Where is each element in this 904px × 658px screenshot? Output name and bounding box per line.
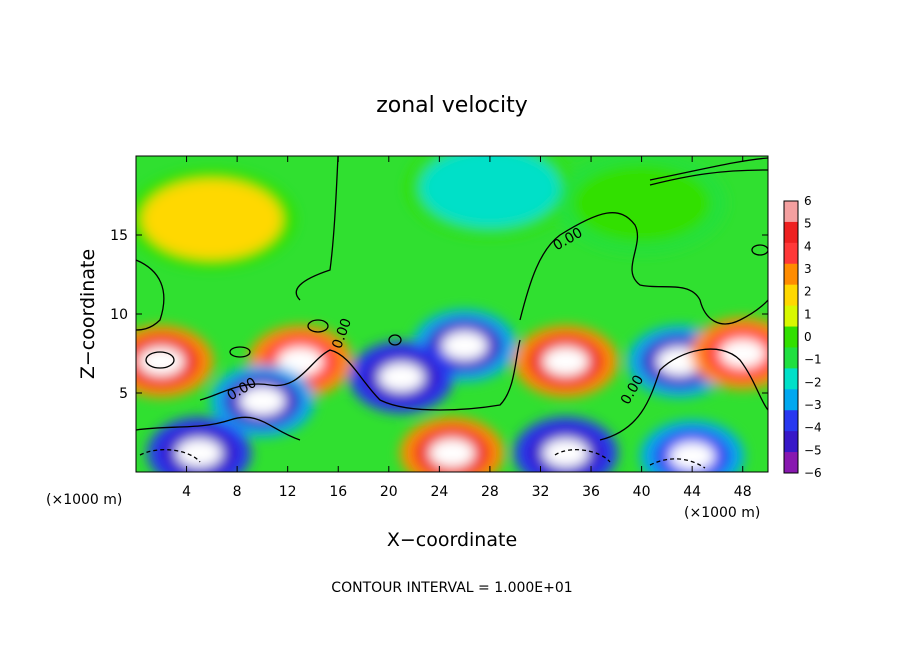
y-axis-ticks: 5 10 15 xyxy=(110,228,768,402)
y-tick-label-1: 10 xyxy=(110,307,128,323)
colorbar-tick-label-7: −1 xyxy=(804,353,822,367)
colorbar-swatch-1 xyxy=(784,221,798,244)
feature-saturated-10 xyxy=(719,339,766,368)
x-tick-label-2: 12 xyxy=(279,484,297,500)
colorbar-swatch-6 xyxy=(784,326,798,348)
x-tick-label-1: 8 xyxy=(233,484,242,500)
contour-dashed-3 xyxy=(649,458,706,469)
x-tick-label-3: 16 xyxy=(329,484,347,500)
x-tick-label-6: 28 xyxy=(481,484,499,500)
contour-zero-topright xyxy=(649,157,768,186)
feature-saturated-12 xyxy=(176,438,222,468)
x-unit-right: (×1000 m) xyxy=(684,505,760,521)
feature-saturated-14 xyxy=(669,441,715,471)
contour-zero-upper xyxy=(295,156,339,301)
colorbar-tick-label-1: 5 xyxy=(804,217,812,231)
contour-small-3 xyxy=(388,334,402,346)
y-tick-label-2: 15 xyxy=(110,228,128,244)
x-tick-label-8: 36 xyxy=(582,484,600,500)
contour-small-4 xyxy=(145,351,175,369)
x-axis-title: X−coordinate xyxy=(387,529,517,551)
colorbar-tick-label-6: 0 xyxy=(804,330,812,344)
feature-core-1 xyxy=(419,156,560,228)
contour-zero-mid xyxy=(199,339,521,411)
contour-zero-lowright xyxy=(599,348,768,441)
colorbar-tick-label-2: 4 xyxy=(804,239,812,253)
colorbar-swatch-5 xyxy=(784,305,798,328)
contour-interval-note: CONTOUR INTERVAL = 1.000E+01 xyxy=(331,580,572,596)
feature-saturated-7 xyxy=(277,347,324,376)
colorbar-swatch-10 xyxy=(784,410,798,432)
feature-core-0 xyxy=(141,179,282,260)
contour-zero-right xyxy=(519,212,768,325)
colorbar-tick-label-8: −2 xyxy=(804,375,822,389)
chart-title: zonal velocity xyxy=(376,93,528,118)
x-tick-label-11: 48 xyxy=(734,484,752,500)
x-tick-label-5: 24 xyxy=(430,484,448,500)
x-unit-left: (×1000 m) xyxy=(46,492,122,508)
colorbar-tick-label-5: 1 xyxy=(804,307,812,321)
y-axis-title: Z−coordinate xyxy=(77,249,99,379)
contour-small-5 xyxy=(751,244,768,256)
feature-saturated-4 xyxy=(378,362,425,392)
colorbar-swatch-8 xyxy=(784,368,798,390)
colorbar-swatch-4 xyxy=(784,284,798,307)
colorbar: 6 5 4 3 2 1 0 −1 −2 −3 −4 −5 −6 xyxy=(783,194,822,480)
colorbar-frame xyxy=(783,200,799,474)
contour-small-1 xyxy=(307,319,329,333)
contour-zero-left xyxy=(136,259,165,331)
x-tick-label-10: 44 xyxy=(683,484,701,500)
x-tick-label-0: 4 xyxy=(182,484,191,500)
contour-lines xyxy=(136,156,768,469)
feature-saturated-13 xyxy=(542,438,589,468)
x-tick-label-9: 40 xyxy=(633,484,651,500)
colorbar-tick-label-9: −3 xyxy=(804,398,822,412)
contour-dashed-1 xyxy=(139,449,201,463)
colorbar-tick-label-10: −4 xyxy=(804,421,822,435)
colorbar-swatch-7 xyxy=(784,347,798,369)
x-axis-ticks: 4 8 12 16 20 24 28 32 36 40 44 48 xyxy=(182,156,752,500)
colorbar-swatch-11 xyxy=(784,431,798,453)
contour-dashed-2 xyxy=(554,449,611,463)
feature-saturated-8 xyxy=(239,386,286,416)
colorbar-tick-label-12: −6 xyxy=(804,466,822,480)
feature-saturated-3 xyxy=(441,331,488,360)
feature-saturated-5 xyxy=(542,347,589,376)
x-tick-label-4: 20 xyxy=(380,484,398,500)
colorbar-swatch-0 xyxy=(784,201,798,223)
colorbar-tick-label-3: 3 xyxy=(804,262,812,276)
feature-core-2 xyxy=(571,163,712,244)
contour-zero-lowleft xyxy=(136,416,301,441)
heatmap-field: 0.00 0.00 0.00 0.00 xyxy=(136,156,768,472)
feature-saturated-11 xyxy=(429,438,475,468)
colorbar-tick-label-4: 2 xyxy=(804,285,812,299)
colorbar-tick-label-0: 6 xyxy=(804,194,812,208)
y-tick-label-0: 5 xyxy=(119,386,128,402)
colorbar-swatch-3 xyxy=(784,263,798,286)
x-tick-label-7: 32 xyxy=(532,484,550,500)
colorbar-swatch-9 xyxy=(784,389,798,411)
colorbar-tick-label-11: −5 xyxy=(804,443,822,457)
contour-small-2 xyxy=(229,346,251,358)
colorbar-swatch-2 xyxy=(784,242,798,265)
colorbar-swatch-12 xyxy=(784,452,798,474)
